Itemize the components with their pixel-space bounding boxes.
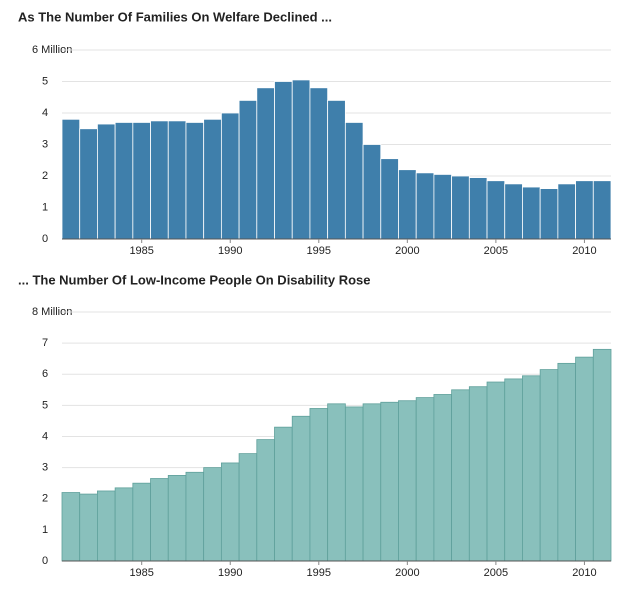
x-tick-label: 2005 [484, 567, 508, 579]
bar [327, 403, 346, 562]
y-tick-label: 5 [42, 75, 48, 87]
bar [220, 462, 240, 562]
x-tick-label: 1990 [218, 567, 242, 579]
bar [486, 180, 506, 240]
chart-title: As The Number Of Families On Welfare Dec… [18, 9, 332, 24]
y-tick-label: 3 [42, 138, 48, 150]
bar [380, 158, 399, 240]
bar [291, 415, 311, 562]
x-tick-label: 2010 [572, 567, 596, 579]
bar [433, 174, 453, 240]
bar [97, 123, 116, 240]
bar [415, 172, 435, 240]
bar [344, 406, 364, 562]
bar [504, 378, 523, 562]
bar [486, 381, 506, 562]
bar [522, 186, 541, 240]
y-tick-label: 2 [42, 170, 48, 182]
bar [274, 81, 293, 240]
bar [344, 122, 364, 240]
y-tick-label: 7 [42, 337, 48, 349]
x-tick-label: 2000 [395, 567, 419, 579]
bar [61, 492, 81, 562]
bar [380, 401, 399, 562]
x-tick-label: 1985 [129, 567, 153, 579]
bar [504, 183, 523, 240]
bar [238, 100, 258, 240]
y-tick-label: 4 [42, 107, 48, 119]
y-tick-label: 6 Million [32, 44, 72, 56]
bar [97, 490, 116, 562]
x-tick-label: 2000 [395, 245, 419, 257]
bar [132, 482, 151, 562]
bar [539, 188, 559, 240]
y-tick-label: 4 [42, 430, 48, 442]
bar [238, 453, 258, 562]
y-tick-label: 0 [42, 555, 48, 567]
bar [167, 475, 187, 562]
bar [522, 375, 541, 562]
bar [539, 369, 559, 562]
bar [114, 487, 134, 562]
bar [575, 180, 594, 240]
bar [557, 362, 576, 562]
chart-title: ... The Number Of Low-Income People On D… [18, 272, 371, 287]
bar [256, 87, 275, 240]
bar [362, 144, 382, 240]
bar [274, 426, 293, 562]
bar [220, 112, 240, 240]
bar [468, 177, 488, 240]
bar [203, 467, 222, 562]
y-tick-label: 0 [42, 233, 48, 245]
y-tick-label: 2 [42, 493, 48, 505]
x-tick-label: 1990 [218, 245, 242, 257]
bar [256, 439, 275, 562]
bar [185, 122, 205, 240]
x-tick-label: 1995 [307, 245, 331, 257]
y-tick-label: 1 [42, 524, 48, 536]
bar [468, 386, 488, 562]
x-tick-label: 2005 [484, 245, 508, 257]
x-tick-label: 2010 [572, 245, 596, 257]
bar [398, 169, 417, 240]
x-tick-label: 1985 [129, 245, 153, 257]
bar [362, 403, 382, 562]
bar [592, 348, 612, 562]
bar [79, 493, 98, 562]
bar [150, 120, 169, 240]
y-tick-label: 5 [42, 399, 48, 411]
bar [451, 175, 470, 240]
bar [79, 128, 98, 240]
bar [592, 180, 612, 240]
bar [61, 118, 81, 240]
y-tick-label: 8 Million [32, 306, 72, 318]
y-tick-label: 6 [42, 368, 48, 380]
bar [203, 118, 222, 240]
x-tick-label: 1995 [307, 567, 331, 579]
bar [309, 408, 329, 562]
bar [150, 478, 169, 562]
y-tick-label: 1 [42, 201, 48, 213]
bar [433, 394, 453, 562]
bar [575, 356, 594, 562]
bar [398, 400, 417, 562]
bar [415, 397, 435, 562]
bar [132, 122, 151, 240]
bar [185, 471, 205, 562]
bar [309, 87, 329, 240]
bar [451, 389, 470, 562]
bar [114, 122, 134, 240]
bar [291, 79, 311, 240]
bar [327, 100, 346, 240]
bar [167, 120, 187, 240]
bar [557, 183, 576, 240]
y-tick-label: 3 [42, 462, 48, 474]
